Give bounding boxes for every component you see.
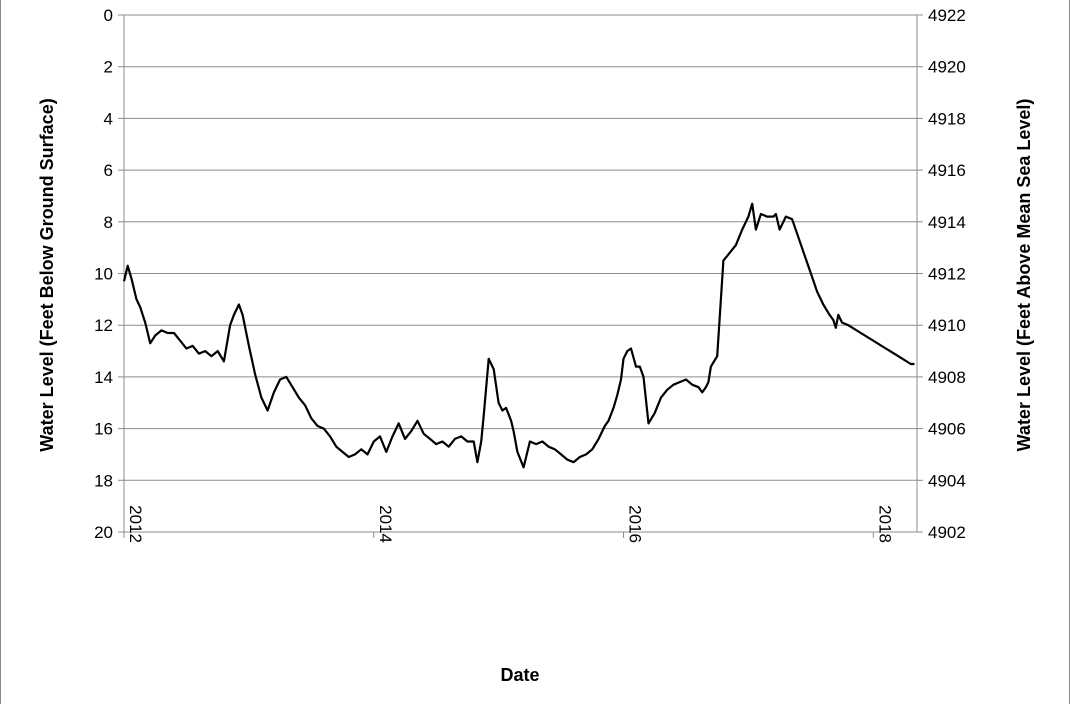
x-tick-label: 2012: [126, 505, 145, 543]
x-tick-label: 2014: [376, 505, 395, 543]
y-right-tick-label: 4902: [928, 523, 966, 542]
y-right-tick-label: 4920: [928, 58, 966, 77]
y-left-tick-label: 6: [104, 161, 113, 180]
y-left-tick-label: 16: [94, 420, 113, 439]
y-left-tick-label: 12: [94, 316, 113, 335]
y-right-tick-label: 4918: [928, 109, 966, 128]
y-right-tick-label: 4904: [928, 471, 966, 490]
y-right-tick-label: 4910: [928, 316, 966, 335]
y-left-tick-label: 14: [94, 368, 113, 387]
y-axis-left-title: Water Level (Feet Below Ground Surface): [37, 98, 57, 451]
tick-labels: 0 2 4 6 8 10 12 14 16 18 20 4922 4920 4918 4916 4914 491…: [94, 6, 966, 543]
plot-series: [122, 202, 915, 469]
y-right-tick-label: 4922: [928, 6, 966, 25]
y-right-tick-label: 4908: [928, 368, 966, 387]
water-level-series-line: [122, 202, 915, 469]
y-left-tick-label: 4: [104, 109, 113, 128]
y-axis-right-title: Water Level (Feet Above Mean Sea Level): [1014, 99, 1034, 452]
x-tick-label: 2016: [626, 505, 645, 543]
y-right-tick-label: 4912: [928, 265, 966, 284]
x-tick-label: 2018: [875, 505, 894, 543]
y-left-tick-label: 20: [94, 523, 113, 542]
y-right-tick-label: 4906: [928, 420, 966, 439]
y-left-tick-label: 2: [104, 58, 113, 77]
y-left-tick-label: 10: [94, 265, 113, 284]
y-left-tick-label: 18: [94, 471, 113, 490]
axes: [118, 14, 923, 538]
y-right-tick-label: 4916: [928, 161, 966, 180]
y-right-tick-label: 4914: [928, 213, 966, 232]
x-axis-title: Date: [500, 665, 539, 685]
y-left-tick-label: 0: [104, 6, 113, 25]
y-left-tick-label: 8: [104, 213, 113, 232]
